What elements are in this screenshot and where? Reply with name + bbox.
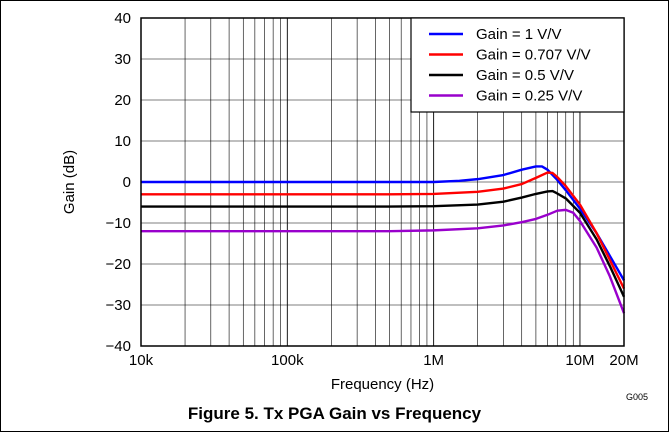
figure-id: G005 — [626, 392, 648, 402]
y-tick-label: −40 — [106, 338, 131, 355]
x-tick-label: 100k — [271, 352, 304, 369]
y-tick-label: 40 — [114, 10, 131, 27]
legend-label-2: Gain = 0.707 V/V — [476, 47, 591, 64]
y-axis-label: Gain (dB) — [61, 150, 78, 214]
x-tick-label: 20M — [609, 352, 638, 369]
x-tick-label: 1M — [423, 352, 444, 369]
series-lines — [141, 165, 626, 314]
y-tick-label: 10 — [114, 133, 131, 150]
y-tick-label: −20 — [106, 256, 131, 273]
y-tick-label: 20 — [114, 92, 131, 109]
legend-label-1: Gain = 1 V/V — [476, 26, 561, 43]
x-tick-label: 10k — [129, 352, 154, 369]
y-tick-label: 0 — [123, 174, 131, 191]
y-tick-label: −10 — [106, 215, 131, 232]
y-tick-label: 30 — [114, 51, 131, 68]
x-axis-label: Frequency (Hz) — [331, 376, 434, 393]
series-line-2 — [141, 171, 626, 290]
x-tick-label: 10M — [565, 352, 594, 369]
y-tick-label: −30 — [106, 297, 131, 314]
legend-label-4: Gain = 0.25 V/V — [476, 88, 582, 105]
legend-label-3: Gain = 0.5 V/V — [476, 67, 574, 84]
series-line-3 — [141, 189, 626, 298]
series-line-1 — [141, 165, 626, 281]
plot-border — [140, 17, 625, 347]
series-line-4 — [141, 208, 626, 314]
legend: Gain = 1 V/V Gain = 0.707 V/V Gain = 0.5 V… — [410, 17, 625, 113]
figure-caption: Figure 5. Tx PGA Gain vs Frequency — [187, 404, 482, 423]
